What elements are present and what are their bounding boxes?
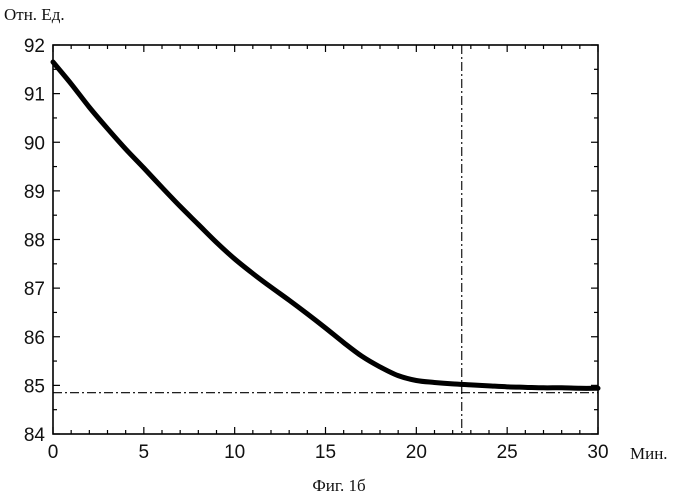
y-tick-label: 85 xyxy=(24,376,45,397)
x-tick-label: 10 xyxy=(224,442,245,463)
y-tick-label: 91 xyxy=(24,85,45,106)
minor-ticks xyxy=(53,45,598,434)
major-ticks xyxy=(53,45,598,434)
x-tick-label: 30 xyxy=(587,442,608,463)
x-tick-label: 25 xyxy=(497,442,518,463)
y-axis-label: Отн. Ед. xyxy=(4,5,65,24)
y-tick-label: 89 xyxy=(24,182,45,203)
x-tick-label: 15 xyxy=(315,442,336,463)
x-tick-label: 0 xyxy=(48,442,59,463)
x-tick-label: 20 xyxy=(406,442,427,463)
y-tick-label: 87 xyxy=(24,279,45,300)
plot-frame xyxy=(53,45,598,434)
y-tick-label: 88 xyxy=(24,231,45,252)
reference-lines xyxy=(53,45,598,434)
y-tick-label: 92 xyxy=(24,36,45,57)
x-tick-label: 5 xyxy=(139,442,150,463)
x-axis-label: Мин. xyxy=(630,444,668,463)
y-tick-label: 86 xyxy=(24,328,45,349)
series-line xyxy=(53,62,598,388)
y-tick-label: 84 xyxy=(24,425,46,446)
y-tick-label: 90 xyxy=(24,133,45,154)
tick-labels: 0 5 10 15 20 25 30 84 85 86 87 88 89 90 91 92 xyxy=(24,36,609,463)
figure-caption: Фиг. 1б xyxy=(312,476,365,495)
